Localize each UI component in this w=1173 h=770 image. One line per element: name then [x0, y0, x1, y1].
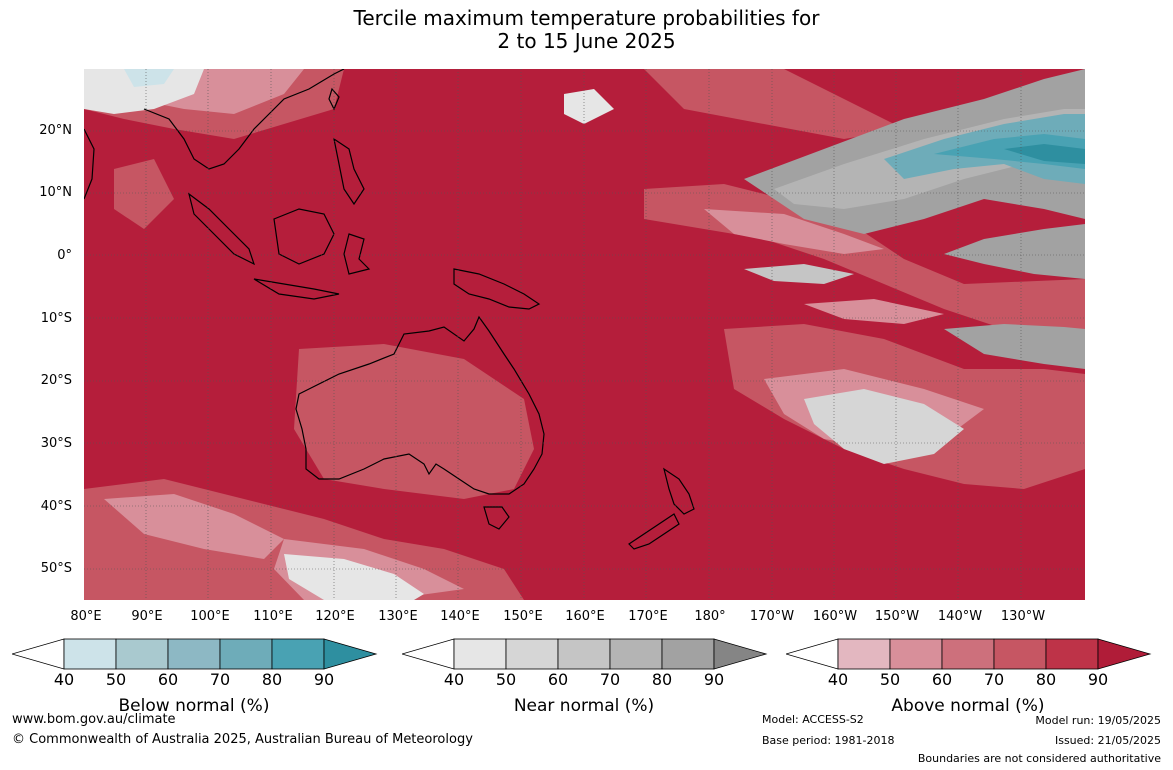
- lon-label-140w: 140°W: [937, 609, 983, 624]
- lat-label-50s: 50°S: [40, 561, 72, 576]
- issued-date: Issued: 21/05/2025: [1054, 734, 1161, 747]
- philippines-coastline: [333, 137, 365, 206]
- tasmania-coastline: [483, 506, 510, 530]
- near-tick-70: 70: [599, 670, 621, 689]
- map-title-line-1: Tercile maximum temperature probabilitie…: [353, 6, 820, 30]
- boundaries-disclaimer: Boundaries are not considered authoritat…: [917, 752, 1161, 765]
- above-tick-70: 70: [983, 670, 1005, 689]
- colorbar-segment: [271, 638, 325, 670]
- above-tick-60: 60: [931, 670, 953, 689]
- below-tick-90: 90: [313, 670, 335, 689]
- map-title-line-2: 2 to 15 June 2025: [497, 29, 676, 53]
- near-tick-40: 40: [443, 670, 465, 689]
- below-tick-70: 70: [209, 670, 231, 689]
- lon-label-110e: 110°E: [253, 609, 293, 624]
- india-coastline: [84, 128, 95, 200]
- colorbar-low-triangle: [402, 638, 455, 670]
- java-coastline: [253, 278, 340, 300]
- colorbar-segment: [63, 638, 117, 670]
- colorbar-low-triangle: [12, 638, 65, 670]
- lon-label-80e: 80°E: [70, 609, 102, 624]
- above-normal-label: Above normal (%): [891, 696, 1045, 716]
- colorbar-segment: [661, 638, 715, 670]
- model-name: Model: ACCESS-S2: [762, 713, 864, 726]
- lon-label-90e: 90°E: [131, 609, 163, 624]
- lon-label-160w: 160°W: [812, 609, 858, 624]
- colorbar-segment: [453, 638, 507, 670]
- colorbar-segment: [609, 638, 663, 670]
- model-run-date: Model run: 19/05/2025: [1035, 714, 1161, 727]
- lon-label-140e: 140°E: [440, 609, 480, 624]
- borneo-coastline: [273, 208, 335, 265]
- lon-label-180: 180°: [694, 609, 726, 624]
- colorbar-segment: [941, 638, 995, 670]
- colorbar-segment: [889, 638, 943, 670]
- lat-label-40s: 40°S: [40, 499, 72, 514]
- near-tick-60: 60: [547, 670, 569, 689]
- lon-label-120e: 120°E: [315, 609, 355, 624]
- new-guinea-coastline: [453, 268, 541, 310]
- colorbar-segment: [993, 638, 1047, 670]
- base-period: Base period: 1981-2018: [762, 734, 895, 747]
- colorbar-high-triangle: [713, 638, 768, 670]
- above-tick-50: 50: [879, 670, 901, 689]
- australia-coastline: [295, 315, 545, 495]
- near-tick-80: 80: [651, 670, 673, 689]
- colorbar-segment: [115, 638, 169, 670]
- lon-label-100e: 100°E: [190, 609, 230, 624]
- new-zealand-coastline: [628, 467, 695, 550]
- lon-label-150w: 150°W: [874, 609, 920, 624]
- colorbar-segment: [505, 638, 559, 670]
- above-tick-40: 40: [827, 670, 849, 689]
- near-tick-50: 50: [495, 670, 517, 689]
- lon-label-170w: 170°W: [749, 609, 795, 624]
- sumatra-coastline: [188, 192, 256, 266]
- below-normal-label: Below normal (%): [118, 696, 270, 716]
- southeast-asia-coastline: [143, 69, 345, 170]
- below-tick-40: 40: [53, 670, 75, 689]
- below-normal-colorbar: [12, 638, 378, 670]
- below-tick-80: 80: [261, 670, 283, 689]
- lat-label-10n: 10°N: [39, 185, 72, 200]
- copyright-text: © Commonwealth of Australia 2025, Austra…: [12, 732, 473, 747]
- coastlines: [84, 69, 695, 550]
- graticule: [84, 69, 1085, 600]
- lat-label-30s: 30°S: [40, 436, 72, 451]
- near-tick-90: 90: [703, 670, 725, 689]
- lon-label-170e: 170°E: [628, 609, 668, 624]
- colorbar-high-triangle: [1097, 638, 1152, 670]
- sulawesi-coastline: [343, 233, 371, 275]
- below-tick-50: 50: [105, 670, 127, 689]
- colorbar-segment: [219, 638, 273, 670]
- bom-website-link[interactable]: www.bom.gov.au/climate: [12, 712, 176, 727]
- colorbar-segment: [1045, 638, 1099, 670]
- colorbar-low-triangle: [786, 638, 839, 670]
- lon-label-150e: 150°E: [503, 609, 543, 624]
- near-normal-colorbar: [402, 638, 768, 670]
- lat-label-20s: 20°S: [40, 373, 72, 388]
- below-tick-60: 60: [157, 670, 179, 689]
- colorbar-high-triangle: [323, 638, 378, 670]
- lon-label-130e: 130°E: [378, 609, 418, 624]
- lat-label-0: 0°: [57, 248, 72, 263]
- above-tick-80: 80: [1035, 670, 1057, 689]
- colorbar-segment: [167, 638, 221, 670]
- probability-map: [84, 69, 1085, 600]
- lon-label-160e: 160°E: [565, 609, 605, 624]
- lat-label-20n: 20°N: [39, 123, 72, 138]
- lat-label-10s: 10°S: [40, 311, 72, 326]
- near-normal-label: Near normal (%): [513, 696, 655, 716]
- above-tick-90: 90: [1087, 670, 1109, 689]
- above-normal-colorbar: [786, 638, 1152, 670]
- colorbar-segment: [837, 638, 891, 670]
- below-normal-regions: [124, 69, 1085, 184]
- colorbar-segment: [557, 638, 611, 670]
- lon-label-130w: 130°W: [1000, 609, 1046, 624]
